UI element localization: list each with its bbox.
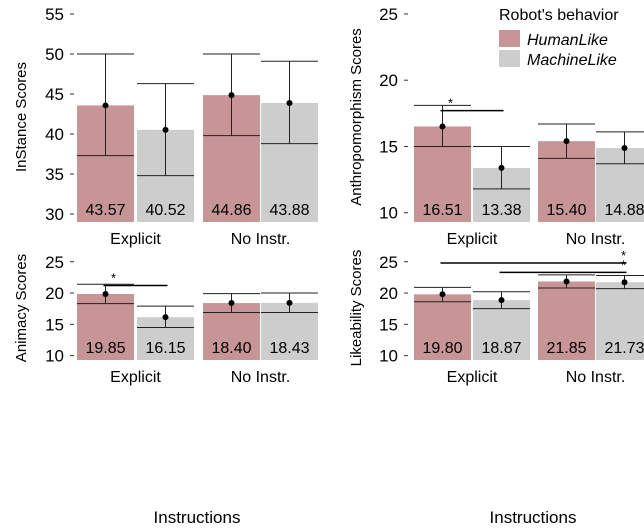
- y-tick-label: 10: [379, 204, 398, 223]
- data-label: 18.87: [481, 340, 521, 357]
- x-tick-label-no-instr: No Instr.: [566, 369, 626, 386]
- legend-title: Robot's behavior: [499, 7, 619, 24]
- y-tick-label: 25: [379, 253, 398, 272]
- y-tick-label: 50: [45, 45, 64, 64]
- data-label: 44.86: [211, 202, 251, 219]
- data-label: 21.85: [546, 340, 586, 357]
- y-tick-label: 20: [45, 284, 64, 303]
- y-tick-label: 35: [45, 165, 64, 184]
- plot-area: 10 15 20 25 16.51 13.38 Explicit 15.40 14.88 No I…: [379, 5, 644, 248]
- y-axis-label: Anthropomorphism Scores: [348, 28, 365, 206]
- y-axis-label: Animacy Scores: [13, 254, 30, 362]
- mean-point: [162, 126, 169, 133]
- legend-swatch-humanlike: [499, 30, 520, 47]
- panel-instance: InStance Scores 30 35 40 45 50 55 43.57 40.52 Ex…: [13, 5, 318, 248]
- y-tick-label: 55: [45, 5, 64, 24]
- data-label: 14.88: [604, 202, 644, 219]
- y-tick-label: 25: [379, 5, 398, 24]
- significance-marker: *: [621, 257, 626, 272]
- x-tick-label-explicit: Explicit: [110, 231, 161, 248]
- bar-machinelike-explicit: [473, 300, 530, 360]
- data-label: 43.57: [85, 202, 125, 219]
- mean-point: [621, 145, 628, 152]
- y-tick-label: 25: [45, 253, 64, 272]
- data-label: 19.80: [422, 340, 462, 357]
- mean-point: [286, 299, 293, 306]
- x-tick-label-explicit: Explicit: [447, 369, 498, 386]
- y-tick-label: 10: [45, 347, 64, 366]
- data-label: 43.88: [269, 202, 309, 219]
- mean-point: [498, 164, 505, 171]
- legend-label-humanlike: HumanLike: [527, 32, 608, 49]
- y-tick-label: 15: [45, 315, 64, 334]
- y-tick-label: 20: [379, 71, 398, 90]
- x-axis-title-right: Instructions: [490, 508, 577, 527]
- plot-area: 10 15 20 25 19.85 16.15 Explicit 18.40 18.43 No I…: [45, 253, 318, 386]
- mean-point: [439, 291, 446, 298]
- plot-area: 10 15 20 25 19.80 18.87 Explicit 21.85 21.73 No I…: [379, 248, 644, 386]
- x-tick-label-no-instr: No Instr.: [231, 369, 291, 386]
- data-label: 16.15: [145, 340, 185, 357]
- bar-humanlike-no-instr: [538, 281, 595, 360]
- data-label: 18.43: [269, 340, 309, 357]
- mean-point: [563, 278, 570, 285]
- mean-point: [228, 92, 235, 99]
- bar-humanlike-explicit: [77, 293, 134, 360]
- bar-machinelike-no-instr: [596, 282, 644, 360]
- mean-point: [439, 123, 446, 130]
- mean-point: [102, 102, 109, 109]
- y-tick-label: 10: [379, 347, 398, 366]
- mean-point: [228, 300, 235, 307]
- data-label: 15.40: [546, 202, 586, 219]
- data-label: 16.51: [422, 202, 462, 219]
- y-tick-label: 20: [379, 284, 398, 303]
- x-tick-label-explicit: Explicit: [110, 369, 161, 386]
- y-tick-label: 45: [45, 85, 64, 104]
- bar-humanlike-explicit: [414, 294, 471, 360]
- panel-likeability: Likeability Scores 10 15 20 25 19.80 18.87 Exp…: [348, 248, 644, 386]
- significance-marker: *: [111, 271, 116, 286]
- panel-animacy: Animacy Scores 10 15 20 25 19.85 16.15 Explici…: [13, 253, 318, 386]
- panel-anthropomorphism: Anthropomorphism Scores 10 15 20 25 16.51 13.…: [348, 5, 644, 248]
- y-tick-label: 30: [45, 205, 64, 224]
- mean-point: [286, 99, 293, 106]
- mean-point: [621, 279, 628, 286]
- bar-machinelike-no-instr: [596, 148, 644, 222]
- x-tick-label-no-instr: No Instr.: [231, 231, 291, 248]
- data-label: 13.38: [481, 202, 521, 219]
- data-label: 18.40: [211, 340, 251, 357]
- legend: Robot's behavior HumanLike MachineLike: [499, 7, 619, 69]
- data-label: 21.73: [604, 340, 644, 357]
- y-axis-label: Likeability Scores: [348, 250, 365, 367]
- legend-swatch-machinelike: [499, 50, 520, 67]
- mean-point: [563, 138, 570, 145]
- y-tick-label: 40: [45, 125, 64, 144]
- x-tick-label-explicit: Explicit: [447, 231, 498, 248]
- y-axis-label: InStance Scores: [13, 62, 30, 172]
- x-axis-title-left: Instructions: [154, 508, 241, 527]
- legend-label-machinelike: MachineLike: [527, 52, 617, 69]
- y-tick-label: 15: [379, 315, 398, 334]
- significance-marker: *: [448, 96, 453, 111]
- mean-point: [498, 297, 505, 304]
- y-tick-label: 15: [379, 137, 398, 156]
- plot-area: 30 35 40 45 50 55 43.57 40.52 Explicit 44.86 43.88…: [45, 5, 318, 248]
- mean-point: [102, 290, 109, 297]
- significance-marker: *: [621, 248, 626, 263]
- mean-point: [162, 314, 169, 321]
- data-label: 40.52: [145, 202, 185, 219]
- x-tick-label-no-instr: No Instr.: [566, 231, 626, 248]
- data-label: 19.85: [85, 340, 125, 357]
